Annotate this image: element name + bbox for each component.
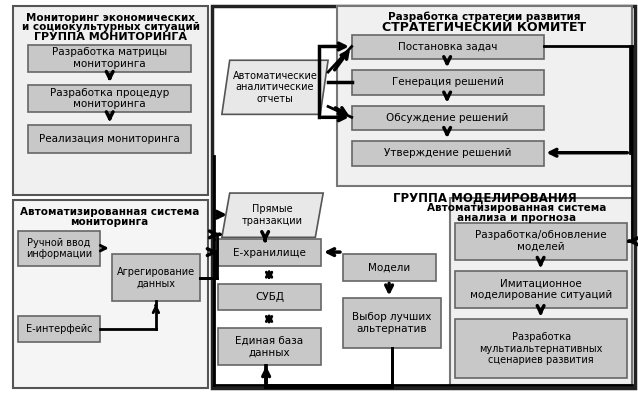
Text: анализа и прогноза: анализа и прогноза	[457, 213, 577, 223]
Bar	[455, 223, 627, 260]
Bar	[352, 141, 544, 165]
Text: Мониторинг экономических: Мониторинг экономических	[26, 13, 195, 23]
Text: Разработка/обновление
моделей: Разработка/обновление моделей	[475, 230, 607, 252]
Bar	[13, 6, 208, 195]
Bar	[343, 254, 436, 281]
Bar	[352, 70, 544, 95]
Text: Разработка стратегии развития: Разработка стратегии развития	[389, 11, 581, 22]
Bar	[352, 106, 544, 130]
Text: Выбор лучших
альтернатив: Выбор лучших альтернатив	[352, 312, 432, 334]
Bar	[455, 319, 627, 378]
Bar	[352, 35, 544, 59]
Text: ГРУППА МОНИТОРИНГА: ГРУППА МОНИТОРИНГА	[34, 32, 187, 42]
Polygon shape	[222, 60, 328, 114]
Bar	[218, 284, 321, 310]
Bar	[19, 231, 100, 266]
Text: Е-интерфейс: Е-интерфейс	[26, 324, 93, 334]
Text: Модели: Модели	[369, 262, 411, 272]
Text: Автоматические
аналитические
отчеты: Автоматические аналитические отчеты	[232, 71, 318, 104]
Text: Обсуждение решений: Обсуждение решений	[387, 113, 509, 123]
Text: Ручной ввод
информации: Ручной ввод информации	[26, 238, 92, 260]
Bar	[13, 200, 208, 388]
Text: Разработка процедур
мониторинга: Разработка процедур мониторинга	[50, 88, 169, 110]
Bar	[337, 6, 632, 186]
Text: ГРУППА МОДЕЛИРОВАНИЯ: ГРУППА МОДЕЛИРОВАНИЯ	[392, 191, 576, 204]
Text: Генерация решений: Генерация решений	[392, 77, 503, 87]
Text: СТРАТЕГИЧЕСКИЙ КОМИТЕТ: СТРАТЕГИЧЕСКИЙ КОМИТЕТ	[382, 21, 586, 34]
Text: Имитационное
моделирование ситуаций: Имитационное моделирование ситуаций	[470, 279, 612, 300]
Bar	[28, 45, 191, 72]
Bar	[218, 239, 321, 266]
Bar	[450, 198, 632, 385]
Text: Автоматизированная система: Автоматизированная система	[427, 203, 607, 213]
Bar	[212, 6, 635, 388]
Text: Прямые
транзакции: Прямые транзакции	[242, 204, 303, 226]
Text: СУБД: СУБД	[255, 292, 284, 302]
Bar	[28, 85, 191, 112]
Bar	[218, 328, 321, 365]
Bar	[28, 125, 191, 153]
Text: Разработка
мультиальтернативных
сценариев развития: Разработка мультиальтернативных сценарие…	[479, 332, 603, 365]
Text: Е-хранилище: Е-хранилище	[233, 247, 306, 258]
Text: мониторинга: мониторинга	[71, 217, 149, 227]
Text: и социокультурных ситуаций: и социокультурных ситуаций	[22, 22, 200, 32]
Text: Агрегирование
данных: Агрегирование данных	[117, 267, 195, 288]
Bar	[112, 254, 200, 301]
Bar	[455, 271, 627, 308]
Text: Единая база
данных: Единая база данных	[235, 336, 304, 357]
Text: Разработка матрицы
мониторинга: Разработка матрицы мониторинга	[52, 48, 167, 69]
Polygon shape	[222, 193, 323, 237]
Bar	[343, 298, 441, 348]
Text: Реализация мониторинга: Реализация мониторинга	[40, 134, 180, 144]
Text: Постановка задач: Постановка задач	[398, 42, 497, 52]
Bar	[19, 316, 100, 342]
Text: Автоматизированная система: Автоматизированная система	[20, 207, 200, 217]
Text: Утверждение решений: Утверждение решений	[384, 148, 512, 158]
